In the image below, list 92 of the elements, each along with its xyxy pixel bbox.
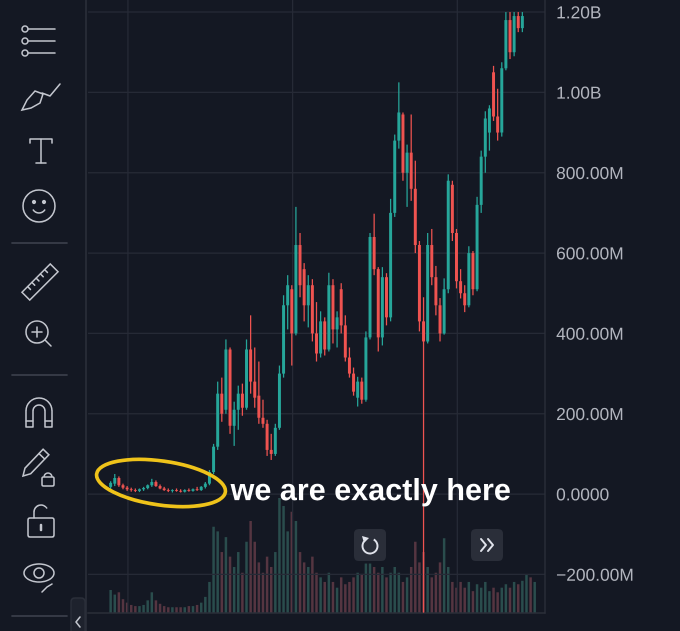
candlestick xyxy=(348,346,351,378)
bar xyxy=(393,567,396,613)
candlestick xyxy=(270,433,273,461)
candlestick xyxy=(406,144,409,208)
candlestick xyxy=(496,88,500,142)
bar xyxy=(328,572,330,613)
bar xyxy=(512,582,516,613)
candlestick xyxy=(232,401,236,447)
bar xyxy=(459,582,462,613)
bar xyxy=(364,564,368,613)
candlestick xyxy=(315,301,318,362)
candlestick xyxy=(463,284,466,313)
y-tick-label: 1.00B xyxy=(557,86,601,99)
bar xyxy=(434,572,438,613)
bar xyxy=(154,600,158,613)
bar xyxy=(188,606,190,613)
bar xyxy=(212,526,215,613)
bar xyxy=(298,552,302,613)
y-tick-label: 400.00M xyxy=(556,328,622,340)
candlestick xyxy=(240,383,244,416)
bar xyxy=(492,588,495,613)
bar xyxy=(451,582,454,613)
y-tick-label: 800.00M xyxy=(556,166,622,180)
bar xyxy=(249,521,252,613)
bar xyxy=(340,577,342,613)
bar xyxy=(525,575,528,613)
bar xyxy=(282,506,285,613)
candlestick xyxy=(257,360,260,424)
bar xyxy=(372,567,376,613)
bar xyxy=(352,577,355,613)
bar xyxy=(348,582,351,613)
bar xyxy=(294,521,298,613)
bar xyxy=(138,606,141,613)
y-tick-label: 1.20B xyxy=(557,6,601,19)
bar xyxy=(109,590,112,613)
candlestick xyxy=(261,399,264,428)
bar xyxy=(237,552,240,613)
bar xyxy=(118,592,120,613)
bar xyxy=(208,582,211,613)
bar xyxy=(414,542,417,613)
bar xyxy=(504,584,508,613)
y-tick-label: 0.0000 xyxy=(556,488,609,501)
bar xyxy=(430,577,434,613)
bar xyxy=(426,567,429,613)
candlestick xyxy=(336,310,339,348)
bar xyxy=(406,577,408,613)
candlestick xyxy=(360,376,364,404)
bar xyxy=(319,577,322,613)
bar xyxy=(402,582,404,613)
candlestick xyxy=(352,366,356,396)
y-tick-label: 200.00M xyxy=(556,408,622,420)
y-tick-label: 600.00M xyxy=(556,247,622,260)
bar xyxy=(311,556,314,613)
bar xyxy=(150,592,154,613)
bar xyxy=(196,604,198,613)
candlestick xyxy=(520,11,524,33)
y-tick-label: −200.00M xyxy=(556,568,632,581)
bar xyxy=(472,591,474,613)
bar xyxy=(158,604,162,613)
bar xyxy=(381,567,384,613)
bar xyxy=(307,567,310,613)
bar xyxy=(533,582,536,613)
bar xyxy=(476,584,478,613)
bar xyxy=(241,572,244,613)
bar xyxy=(517,584,520,613)
bar xyxy=(356,572,359,613)
bar xyxy=(336,588,338,613)
bar xyxy=(368,564,372,613)
bar xyxy=(324,582,326,613)
candlestick xyxy=(286,274,290,330)
bar xyxy=(220,552,224,613)
bar xyxy=(162,606,166,613)
bar xyxy=(224,537,228,613)
candlestick xyxy=(356,376,360,408)
bar xyxy=(484,582,487,613)
candlestick xyxy=(220,376,224,422)
candlestick xyxy=(117,476,120,488)
candlestick xyxy=(459,268,462,300)
bar xyxy=(332,582,334,613)
candlestick xyxy=(236,385,240,430)
bar xyxy=(500,588,504,613)
bar xyxy=(216,531,219,613)
bar xyxy=(142,604,145,613)
bar xyxy=(278,498,281,613)
bar xyxy=(529,577,532,613)
bar xyxy=(228,556,232,613)
bar xyxy=(130,604,132,613)
bar xyxy=(442,538,446,613)
bar xyxy=(360,574,364,613)
bar xyxy=(468,582,470,613)
bar xyxy=(134,606,137,613)
bar xyxy=(266,556,268,613)
